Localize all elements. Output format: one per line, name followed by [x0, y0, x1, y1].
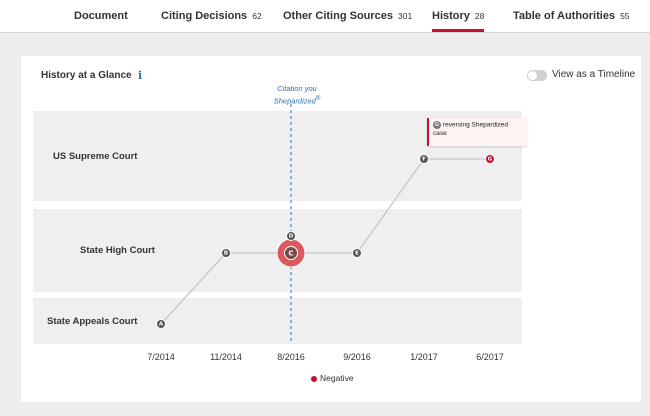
- tab-other-citing-sources[interactable]: Other Citing Sources 301: [283, 0, 412, 33]
- history-node-e[interactable]: E: [352, 248, 362, 258]
- court-label: State Appeals Court: [47, 316, 138, 327]
- x-tick-label: 1/2017: [410, 352, 438, 362]
- node-circle: [419, 154, 429, 164]
- node-circle: [485, 154, 495, 164]
- tab-history[interactable]: History 28: [432, 0, 485, 33]
- cited-label-line1: Citation you: [277, 84, 317, 93]
- node-circle: [352, 248, 362, 258]
- negative-legend-dot: [311, 376, 317, 382]
- node-letter: A: [159, 322, 164, 328]
- history-panel: History at a Glance i View as a Timeline…: [21, 56, 641, 402]
- node-letter: B: [224, 251, 228, 257]
- node-circle: [221, 248, 231, 258]
- x-tick-label: 8/2016: [277, 352, 305, 362]
- registered-mark: ®: [315, 96, 321, 102]
- history-node-f[interactable]: F: [419, 154, 429, 164]
- x-tick-label: 9/2016: [343, 352, 371, 362]
- x-tick-label: 11/2014: [210, 352, 242, 362]
- history-node-b[interactable]: B: [221, 248, 231, 258]
- tooltip-text: reversing Shepardized case: [433, 121, 509, 137]
- tab-count: 62: [252, 11, 262, 21]
- history-node-g[interactable]: G: [485, 154, 495, 164]
- cited-case-marker-label: Citation you Shepardized®: [257, 84, 337, 107]
- history-node-d[interactable]: D: [286, 231, 296, 241]
- timeline-toggle-label: View as a Timeline: [552, 69, 636, 80]
- tab-document[interactable]: Document: [74, 0, 128, 33]
- tab-label: Document: [74, 10, 128, 22]
- tab-label: Other Citing Sources: [283, 10, 394, 22]
- cited-label-line2: Shepardized: [273, 96, 316, 106]
- timeline-toggle[interactable]: [527, 70, 547, 81]
- node-circle: [286, 231, 296, 241]
- history-node-c[interactable]: C: [276, 238, 306, 268]
- history-edge: [160, 252, 227, 325]
- x-tick-label: 6/2017: [476, 352, 504, 362]
- tab-citing-decisions[interactable]: Citing Decisions 62: [161, 0, 262, 33]
- history-edge: [356, 158, 425, 254]
- negative-legend-label: Negative: [320, 373, 354, 383]
- node-letter: G: [488, 157, 493, 163]
- court-label: US Supreme Court: [53, 151, 138, 162]
- node-letter: F: [422, 157, 426, 163]
- node-circle: [156, 319, 166, 329]
- tab-count: 55: [620, 11, 630, 21]
- node-letter: C: [288, 250, 293, 258]
- tab-count: 28: [474, 11, 485, 21]
- tab-label: Table of Authorities: [513, 10, 616, 22]
- info-icon[interactable]: i: [138, 69, 143, 82]
- toggle-knob: [528, 71, 537, 80]
- x-tick-label: 7/2014: [147, 352, 175, 362]
- tab-label: Citing Decisions: [161, 10, 248, 22]
- node-letter: E: [355, 251, 359, 257]
- court-band-state-appeals: State Appeals Court: [33, 298, 522, 344]
- history-nodes: A B C D E F G: [156, 154, 495, 329]
- tab-label: History: [432, 10, 470, 22]
- node-letter: D: [289, 234, 294, 240]
- history-path: [160, 158, 490, 325]
- node-circle: [284, 246, 298, 260]
- tab-table-of-authorities[interactable]: Table of Authorities 55: [513, 0, 630, 33]
- court-label: State High Court: [80, 245, 155, 256]
- history-node-a[interactable]: A: [156, 319, 166, 329]
- tab-count: 301: [398, 11, 413, 21]
- node-badge: G: [433, 121, 441, 129]
- tab-bar: Document Citing Decisions 62 Other Citing…: [0, 0, 650, 33]
- panel-title: History at a Glance: [41, 70, 132, 81]
- history-chart: A B C D E F G: [156, 104, 495, 344]
